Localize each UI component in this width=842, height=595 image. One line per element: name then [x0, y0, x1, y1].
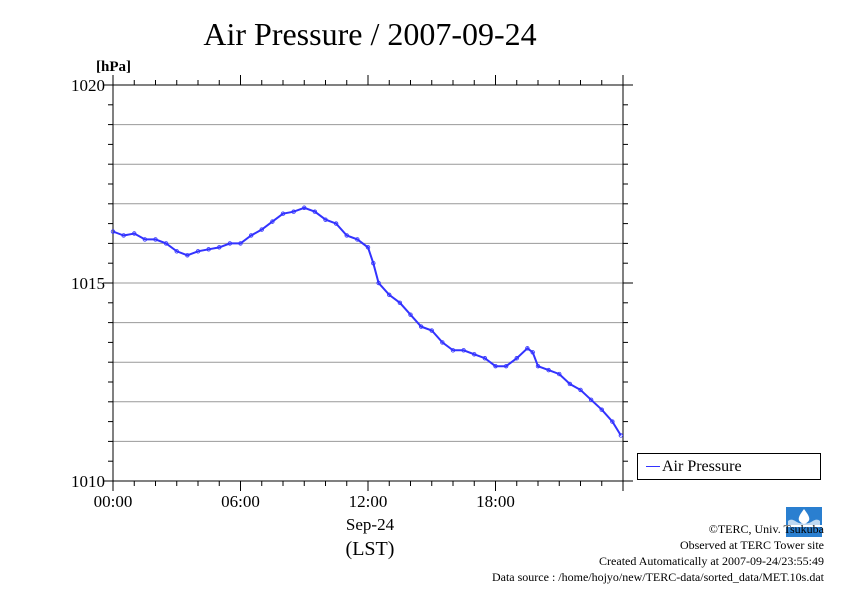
- data-point: [450, 348, 456, 353]
- data-point: [110, 229, 116, 234]
- data-point: [217, 245, 222, 250]
- data-point: [525, 346, 530, 351]
- data-point: [302, 205, 307, 210]
- data-point: [121, 233, 126, 238]
- grid-lines: [113, 124, 623, 442]
- data-point: [312, 209, 318, 214]
- legend-swatch: [646, 466, 660, 467]
- data-point: [482, 356, 488, 361]
- data-point: [291, 209, 296, 214]
- data-point: [344, 233, 349, 238]
- data-point: [142, 237, 148, 242]
- data-point: [557, 371, 562, 377]
- data-point: [440, 340, 445, 345]
- data-point: [535, 363, 541, 369]
- data-point: [472, 352, 477, 357]
- data-point: [588, 397, 594, 403]
- data-point: [206, 247, 211, 252]
- data-point: [429, 328, 434, 333]
- y-tick-label: 1020: [71, 76, 105, 95]
- series-line: [112, 206, 622, 437]
- data-point: [365, 245, 371, 250]
- y-tick-label: 1015: [71, 274, 105, 293]
- x-tick-label: 06:00: [221, 492, 260, 511]
- data-point: [323, 217, 328, 222]
- x-axis-label: (LST): [345, 538, 395, 560]
- legend: Air Pressure: [637, 453, 821, 480]
- data-point: [163, 241, 169, 246]
- data-point: [408, 312, 413, 317]
- data-point: [333, 221, 339, 226]
- data-point: [185, 253, 190, 258]
- data-point: [567, 381, 573, 387]
- source-text: Data source : /home/hojyo/new/TERC-data/…: [491, 570, 824, 584]
- data-point: [355, 237, 360, 242]
- data-point: [546, 367, 551, 373]
- data-point: [195, 249, 201, 254]
- data-point: [503, 363, 509, 369]
- created-text: Created Automatically at 2007-09-24/23:5…: [599, 554, 824, 568]
- data-point: [530, 350, 535, 355]
- axis-ticks: 1010 1015 1020 00:00 06:00 12:00 18:00: [71, 75, 633, 511]
- terc-logo-icon: [784, 503, 824, 539]
- data-point: [493, 363, 498, 369]
- data-point: [461, 348, 466, 353]
- data-point: [270, 219, 275, 224]
- data-point: [376, 280, 381, 286]
- credits-block: ©TERC, Univ. Tsukuba Observed at TERC To…: [492, 521, 824, 585]
- data-point: [387, 292, 392, 298]
- copyright-text: ©TERC, Univ. Tsukuba: [708, 522, 824, 536]
- data-point: [418, 324, 424, 329]
- data-point: [132, 231, 137, 236]
- x-axis-date-label: Sep-24: [345, 515, 395, 534]
- chart-title: Air Pressure / 2007-09-24: [203, 16, 537, 52]
- data-point: [618, 433, 624, 438]
- x-tick-label: 12:00: [349, 492, 388, 511]
- observed-text: Observed at TERC Tower site: [679, 538, 824, 552]
- data-point: [259, 227, 264, 232]
- x-tick-label: 18:00: [476, 492, 515, 511]
- data-point: [514, 356, 519, 361]
- data-point: [397, 300, 403, 305]
- data-point: [280, 211, 286, 216]
- data-point: [248, 233, 254, 238]
- data-point: [227, 241, 233, 246]
- data-point: [610, 419, 615, 424]
- data-point: [238, 241, 243, 246]
- x-tick-label: 00:00: [94, 492, 133, 511]
- legend-label: Air Pressure: [662, 458, 742, 475]
- data-point: [599, 407, 604, 412]
- data-point: [174, 249, 179, 254]
- data-point: [153, 237, 158, 242]
- y-tick-label: 1010: [71, 472, 105, 491]
- data-point: [578, 387, 583, 393]
- y-axis-label: [hPa]: [96, 59, 131, 75]
- series-air-pressure: [110, 205, 624, 438]
- data-point: [371, 261, 376, 266]
